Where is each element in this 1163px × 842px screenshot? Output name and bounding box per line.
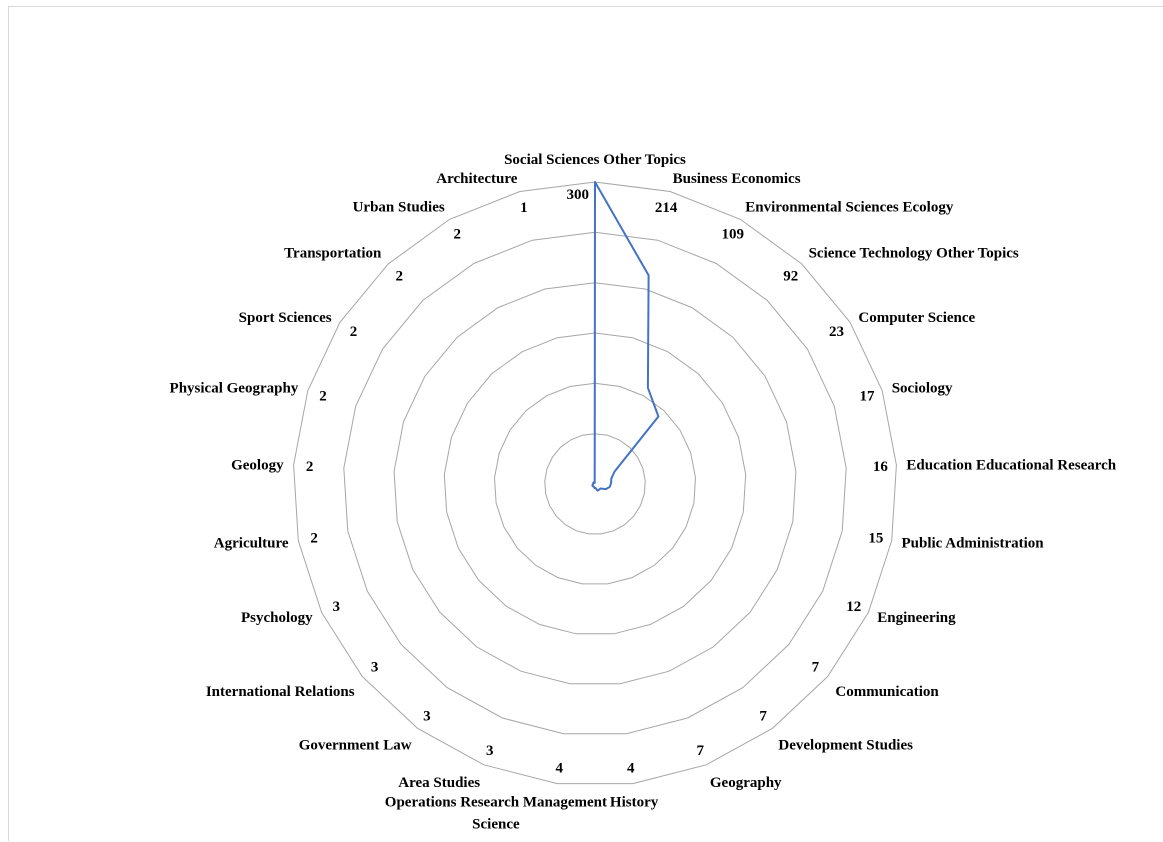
value-label: 7	[812, 659, 820, 675]
category-label: Sport Sciences	[239, 310, 332, 326]
category-label: Operations Research Management Science	[385, 795, 607, 833]
value-label: 7	[697, 743, 705, 759]
value-label: 7	[759, 708, 767, 724]
category-labels: Social Sciences Other Topics Business Eco…	[170, 152, 1117, 833]
category-label: Geology	[231, 457, 284, 473]
value-label: 3	[371, 659, 379, 675]
category-label: Agriculture	[214, 536, 289, 552]
value-label: 3	[486, 743, 494, 759]
category-label: Communication	[835, 684, 939, 700]
grid-ring-5	[343, 231, 847, 735]
value-labels: 214 109 92 23 17 16 15 12 7 7 7 4 4 3 3 3 3 2 2 2 2 2 2 1	[306, 200, 889, 777]
grid-ring-3	[443, 332, 747, 635]
axis-max-label: 300	[567, 187, 590, 203]
radar-grid	[293, 181, 897, 785]
value-label: 109	[722, 226, 745, 242]
value-label: 3	[332, 599, 340, 615]
grid-ring-1	[544, 433, 646, 535]
value-label: 2	[350, 324, 358, 340]
category-label: Area Studies	[398, 775, 480, 791]
category-label: Urban Studies	[353, 200, 445, 216]
value-label: 3	[423, 708, 431, 724]
category-label: Physical Geography	[170, 381, 299, 397]
category-label: Transportation	[284, 246, 382, 262]
category-label: Public Administration	[902, 536, 1045, 552]
category-label: Engineering	[877, 610, 956, 626]
category-label: Environmental Sciences Ecology	[745, 200, 954, 216]
chart-area: 214 109 92 23 17 16 15 12 7 7 7 4 4 3 3 3 3 2 2 2 2 2 2 1 Socia…	[8, 6, 1163, 841]
category-label: Architecture	[436, 171, 517, 187]
value-label: 92	[783, 269, 798, 285]
category-label: Government Law	[299, 737, 412, 753]
value-label: 2	[319, 389, 327, 405]
grid-ring-2	[493, 382, 697, 585]
category-label: Social Sciences Other Topics	[504, 152, 686, 168]
value-label: 1	[520, 200, 528, 216]
radar-series	[591, 181, 660, 492]
value-label: 2	[395, 269, 403, 285]
value-label: 23	[829, 324, 844, 340]
category-label: Sociology	[892, 381, 953, 397]
category-label: Science Technology Other Topics	[809, 246, 1019, 262]
series-line	[591, 181, 660, 492]
category-label: Development Studies	[778, 737, 913, 753]
value-label: 15	[868, 531, 883, 547]
category-label: Education Educational Research	[906, 457, 1116, 473]
value-label: 2	[306, 459, 314, 475]
grid-ring-6	[293, 181, 897, 785]
value-label: 4	[555, 761, 563, 777]
value-label: 2	[453, 226, 461, 242]
value-label: 2	[310, 531, 318, 547]
value-label: 214	[655, 200, 678, 216]
value-label: 4	[627, 761, 635, 777]
grid-ring-4	[393, 282, 797, 685]
radar-chart: 214 109 92 23 17 16 15 12 7 7 7 4 4 3 3 3 3 2 2 2 2 2 2 1 Socia…	[170, 152, 1117, 833]
value-label: 16	[873, 459, 889, 475]
value-label: 17	[860, 389, 876, 405]
category-label: Psychology	[241, 610, 313, 626]
category-label: Computer Science	[858, 310, 975, 326]
category-label: Business Economics	[673, 171, 801, 187]
category-label: International Relations	[206, 684, 355, 700]
category-label: Geography	[710, 775, 782, 791]
category-label: History	[610, 795, 659, 811]
value-label: 12	[846, 599, 861, 615]
